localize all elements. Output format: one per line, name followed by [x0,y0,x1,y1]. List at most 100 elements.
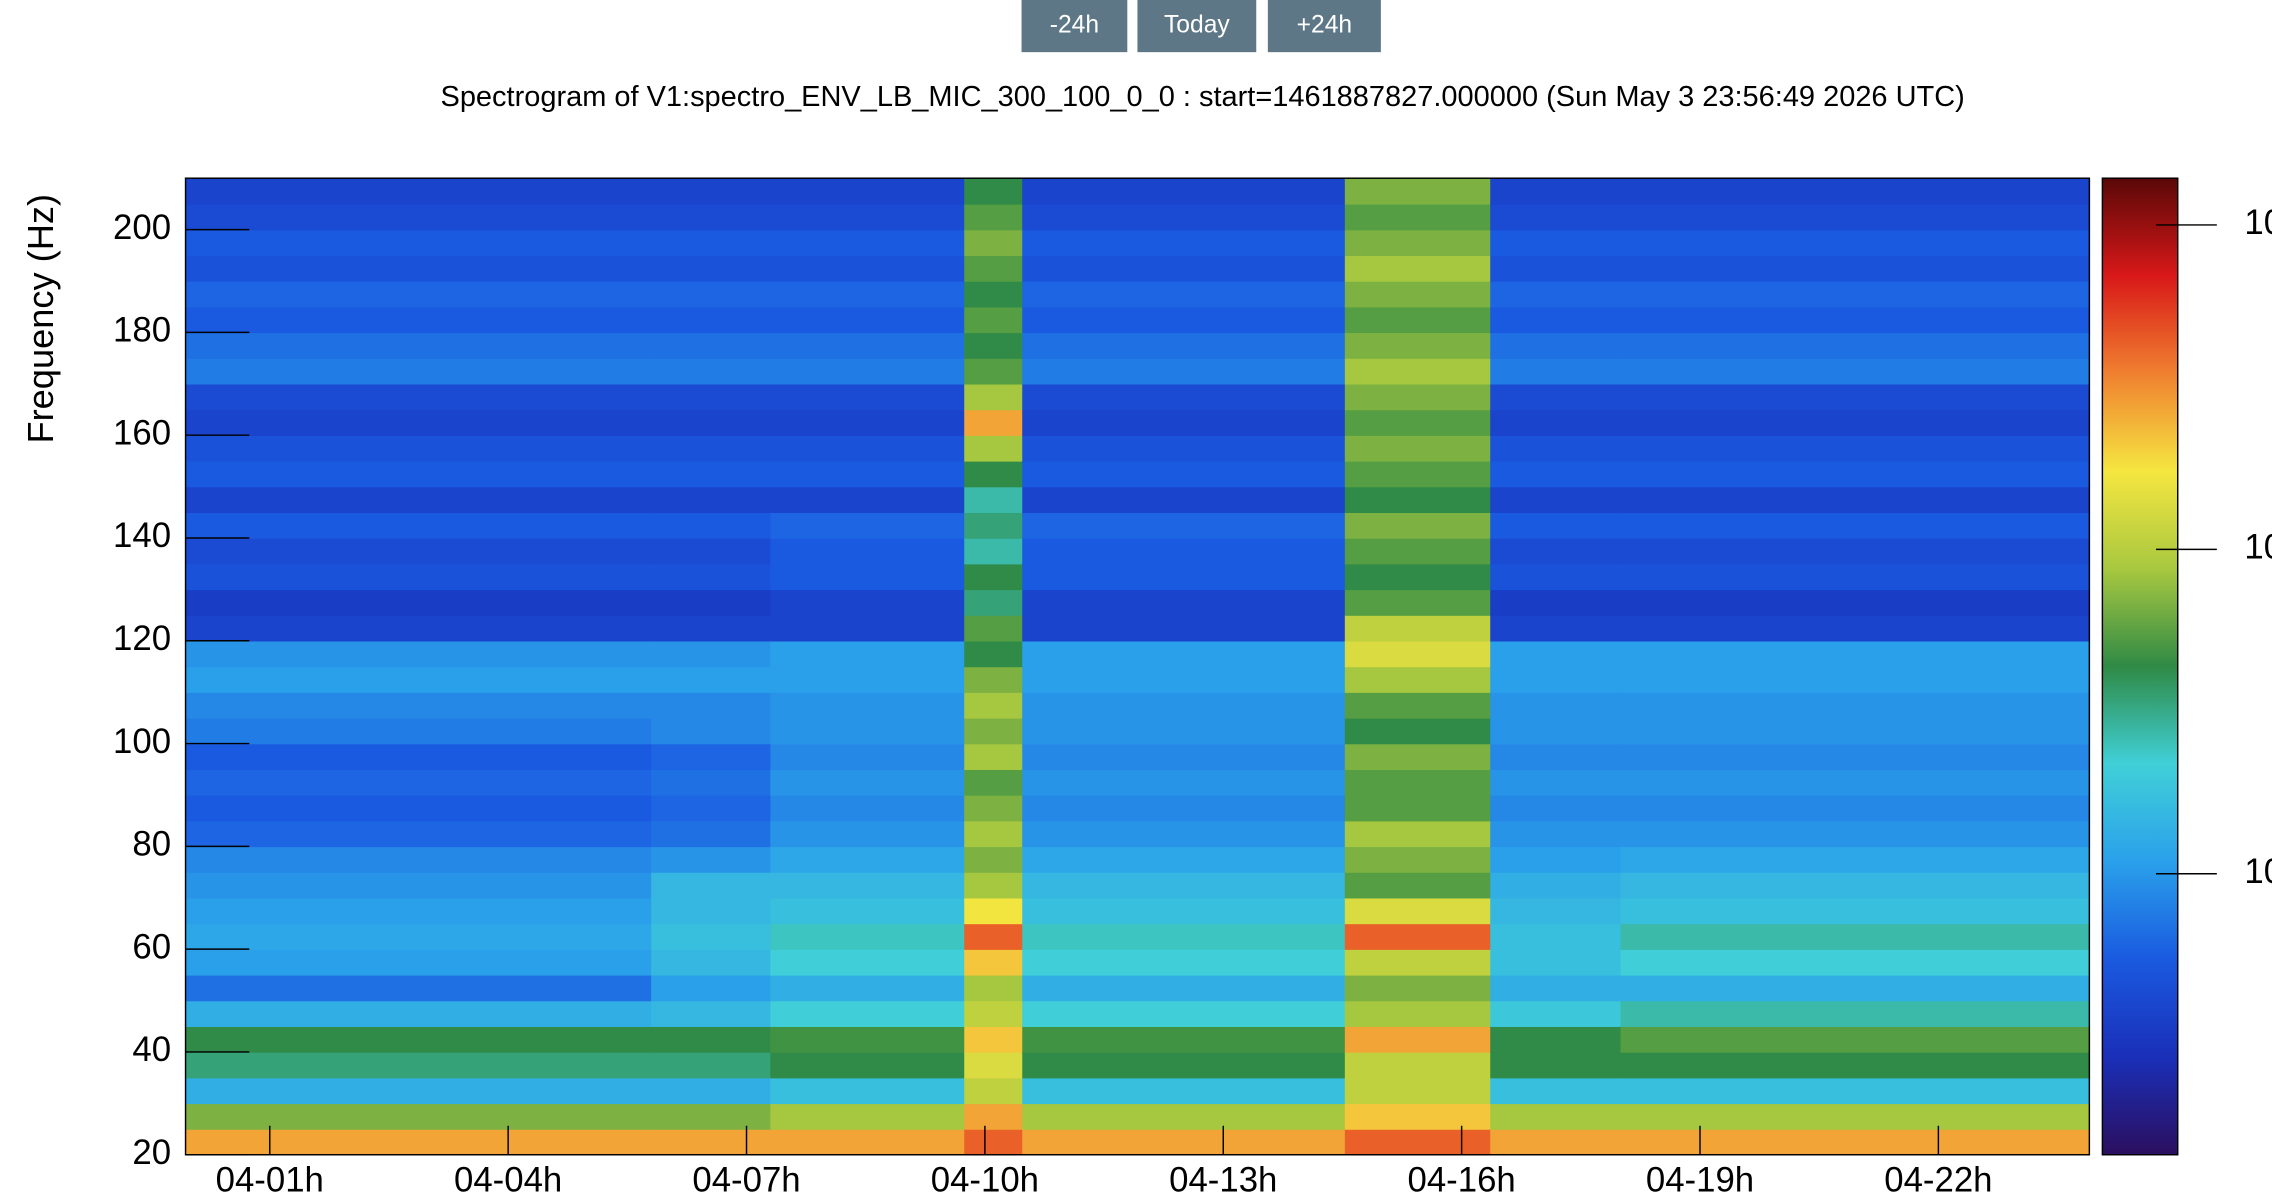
heatmap-cell [1490,1103,1622,1130]
heatmap-cell [651,281,772,308]
button-bg[interactable] [1021,0,1128,53]
heatmap-cell [1344,486,1491,514]
heatmap-cell [185,229,652,257]
heatmap-cell [185,486,652,514]
button-bg[interactable] [1137,0,1257,53]
heatmap-cell [651,589,772,616]
heatmap-cell [185,640,652,668]
heatmap-cell [651,717,772,745]
heatmap-cell [1490,717,1622,745]
heatmap-cell [964,1026,1023,1053]
heatmap-cell [185,1000,652,1027]
heatmap-cell [1620,537,2091,565]
x-tick-label: 04-13h [1169,1161,1277,1199]
heatmap-cell [1490,281,1622,308]
heatmap-cell [651,743,772,770]
heatmap-cell [770,1077,965,1105]
heatmap-cell [1490,692,1622,719]
heatmap-cell [1344,1103,1491,1130]
heatmap-cell [1490,537,1622,565]
heatmap-cell [1344,820,1491,848]
heatmap-cell [1022,537,1346,565]
heatmap-cell [1022,1103,1346,1130]
heatmap-cell [1344,1129,1491,1156]
heatmap-cell [1022,666,1346,693]
heatmap-cell [1344,1000,1491,1027]
button-label[interactable]: Today [1164,12,1230,39]
heatmap-cell [651,512,772,539]
heatmap-cell [1490,846,1622,873]
heatmap-cell [1022,743,1346,770]
x-tick-label: 04-19h [1646,1161,1754,1199]
heatmap-cell [1344,717,1491,745]
heatmap-cell [1344,178,1491,205]
y-tick-label: 140 [113,517,171,555]
heatmap-cell [651,769,772,796]
heatmap-cell [964,563,1023,591]
heatmap-cell [651,640,772,668]
heatmap-cell [1490,255,1622,282]
heatmap-cell [1022,1026,1346,1053]
heatmap-cell [770,563,965,591]
heatmap-cell [770,872,965,899]
heatmap-cell [651,923,772,950]
heatmap-cell [185,949,652,976]
heatmap-cell [770,358,965,385]
heatmap-cell [185,666,652,693]
heatmap-cell [1490,409,1622,436]
button[interactable]: -24h [1021,0,1128,53]
heatmap-cell [770,409,965,436]
heatmap-cell [185,255,652,282]
heatmap-cell [1022,615,1346,642]
heatmap-cell [1022,897,1346,925]
heatmap-cell [185,820,652,848]
heatmap-cell [651,178,772,205]
heatmap-cell [651,203,772,231]
button[interactable]: +24h [1267,0,1381,53]
heatmap-cell [1344,872,1491,899]
button-label[interactable]: -24h [1050,12,1099,39]
button[interactable]: Today [1137,0,1257,53]
heatmap-cell [1620,769,2091,796]
button-bg[interactable] [1267,0,1381,53]
heatmap-cell [185,358,652,385]
heatmap-cell [1022,358,1346,385]
heatmap-cell [185,717,652,745]
heatmap-cell [964,923,1023,950]
heatmap-cell [770,666,965,693]
heatmap-cell [1344,666,1491,693]
heatmap-cell [651,1103,772,1130]
heatmap-cell [1344,306,1491,334]
heatmap-cell [185,743,652,770]
heatmap-cell [1490,872,1622,899]
heatmap-cell [185,435,652,462]
heatmap-cell [1022,717,1346,745]
heatmap-cell [1022,923,1346,950]
heatmap-cell [1490,949,1622,976]
heatmap-cell [185,794,652,822]
button-label[interactable]: +24h [1297,12,1352,39]
heatmap-cell [770,846,965,873]
heatmap-cell [185,306,652,334]
heatmap-cell [1620,872,2091,899]
heatmap-cell [1490,897,1622,925]
heatmap-cell [185,332,652,359]
heatmap-cell [964,640,1023,668]
heatmap-cell [1022,486,1346,514]
heatmap-cell [964,435,1023,462]
heatmap-cell [964,846,1023,873]
heatmap-cell [964,203,1023,231]
heatmap-cell [1344,332,1491,359]
heatmap-cell [1022,512,1346,539]
heatmap-cell [1022,640,1346,668]
heatmap-cell [185,846,652,873]
heatmap-cell [1620,794,2091,822]
heatmap-cell [1620,409,2091,436]
y-tick-label: 80 [132,826,171,864]
heatmap-cell [770,178,965,205]
heatmap-cell [1620,974,2091,1002]
heatmap-cell [651,358,772,385]
colorbar-tick-label: 10 [2244,529,2272,567]
heatmap-cell [1620,486,2091,514]
heatmap-cell [770,512,965,539]
